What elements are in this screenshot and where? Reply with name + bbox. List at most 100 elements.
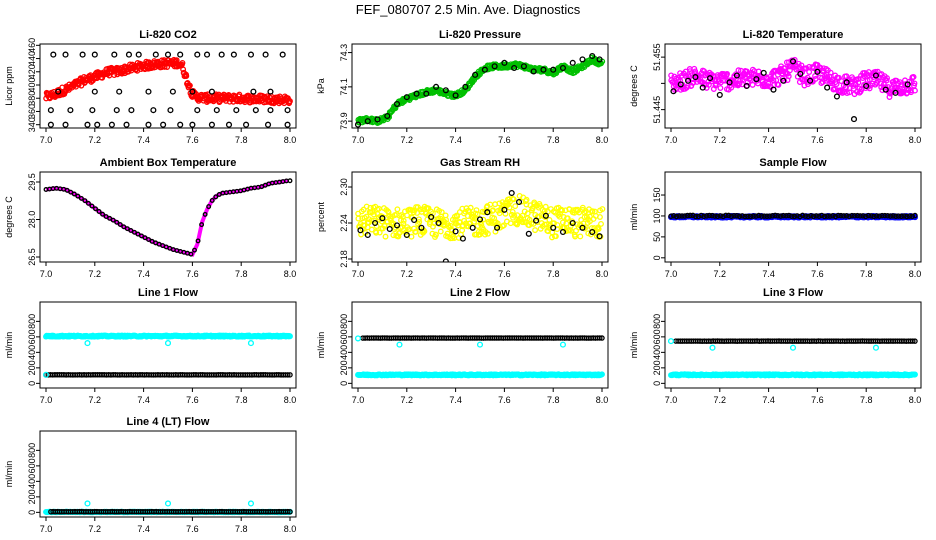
x-tick-label: 7.4 — [762, 135, 775, 145]
data-point-ambient — [192, 247, 197, 253]
data-point-ambient — [128, 228, 134, 233]
data-point-sparse — [814, 68, 821, 75]
data-point-dense — [437, 228, 444, 235]
plot-frame — [39, 430, 297, 518]
data-point-black — [703, 213, 710, 219]
x-tick-label: 7.8 — [235, 524, 248, 534]
plot-frame — [39, 43, 297, 129]
data-point-black — [799, 212, 806, 219]
data-point-sparse — [62, 51, 69, 58]
data-point-ambient — [142, 235, 148, 241]
data-point-sparse — [833, 93, 840, 100]
data-point-sparse — [145, 88, 152, 95]
data-point-dense — [496, 200, 503, 207]
data-point-dense — [454, 213, 461, 220]
data-point-black — [871, 213, 877, 220]
x-tick-label: 7.6 — [498, 395, 511, 405]
data-point-dense — [506, 204, 513, 211]
y-tick-label: 28.0 — [27, 211, 37, 229]
data-point-black — [772, 212, 778, 219]
data-point-sparse — [843, 79, 850, 86]
data-point-sparse — [177, 51, 184, 58]
x-tick-label: 7.2 — [89, 135, 102, 145]
data-point-black — [846, 213, 852, 220]
data-point-dense — [542, 203, 549, 210]
data-point-ambient — [68, 189, 74, 195]
data-point-sparse — [47, 107, 54, 114]
panel-8: Line 2 Flow ml/min 7.0 7.2 7.4 7.6 7.8 8.0 0 2004… — [316, 287, 609, 405]
x-tick-label: 7.8 — [860, 269, 873, 279]
data-point-sparse — [452, 92, 459, 99]
data-point-dense — [878, 80, 884, 87]
y-axis-label: degrees C — [629, 65, 639, 107]
data-point-black — [695, 213, 702, 220]
data-point-sparse — [824, 84, 831, 91]
data-point-sparse — [279, 51, 286, 58]
panel-title: Li-820 Pressure — [439, 29, 521, 41]
data-point-dense — [370, 211, 377, 218]
data-point-dense — [559, 207, 566, 214]
data-point-black — [734, 212, 740, 219]
data-point-ambient — [124, 226, 130, 232]
data-point-black — [895, 213, 902, 219]
data-point-sparse — [411, 216, 418, 224]
data-point-ambient — [135, 231, 141, 237]
y-tick-label: 400 — [652, 345, 662, 360]
x-tick-label: 7.8 — [235, 269, 248, 279]
data-point-sparse — [530, 68, 537, 75]
data-point-sparse — [364, 231, 371, 239]
data-point-sparse — [501, 59, 508, 66]
data-point-dense — [500, 222, 507, 229]
data-point-dense — [552, 233, 559, 240]
data-point-sparse — [760, 69, 767, 76]
data-point-sparse — [462, 83, 469, 90]
data-point-dense — [564, 215, 571, 222]
data-point-sparse — [863, 82, 870, 90]
data-point-black — [827, 213, 833, 219]
data-point-ambient — [199, 222, 205, 228]
data-point-dense — [204, 91, 211, 98]
data-point-sparse — [904, 81, 911, 88]
x-tick-label: 7.4 — [449, 135, 462, 145]
y-tick-label: 440 — [27, 51, 37, 66]
x-tick-label: 7.6 — [498, 269, 511, 279]
data-point-dense — [480, 216, 487, 223]
plot-frame — [664, 171, 922, 263]
data-point-dense — [595, 226, 602, 232]
data-point-ambient — [78, 195, 84, 201]
data-point-ambient — [287, 178, 293, 184]
data-point-ambient — [75, 193, 81, 199]
data-point-sparse — [135, 51, 142, 58]
data-point-sparse — [753, 76, 760, 83]
data-point-black_low — [285, 508, 291, 515]
plot-area — [43, 51, 293, 128]
y-tick-label: 380 — [27, 91, 37, 106]
y-tick-label: 100 — [652, 208, 662, 223]
data-point-sparse — [481, 66, 488, 73]
data-point-black — [805, 213, 811, 220]
data-point-black — [832, 213, 839, 220]
data-point-dense — [373, 223, 380, 230]
data-point-ambient — [93, 206, 98, 212]
data-point-ambient — [139, 233, 144, 239]
data-point-ambient — [209, 198, 215, 203]
data-point-black — [725, 212, 732, 219]
data-point-black — [851, 212, 858, 219]
data-point-black — [758, 213, 765, 219]
data-point-black — [775, 213, 781, 219]
panel-3: Li-820 Temperature degrees C 7.0 7.2 7.4 7.6 7… — [629, 29, 922, 145]
data-point-sparse — [459, 235, 466, 242]
y-tick-label: 200 — [652, 360, 662, 375]
data-point-blue — [912, 214, 918, 221]
y-axis-label: ml/min — [4, 332, 14, 359]
data-point-sparse — [225, 121, 233, 128]
data-point-dense — [416, 218, 423, 225]
plot-area — [43, 178, 293, 257]
data-point-black — [909, 213, 916, 220]
y-tick-label: 51.445 — [652, 96, 662, 124]
plot-frame — [664, 43, 922, 129]
data-point-dense — [911, 87, 918, 94]
y-tick-label: 0 — [652, 255, 662, 260]
plot-frame — [351, 43, 609, 129]
